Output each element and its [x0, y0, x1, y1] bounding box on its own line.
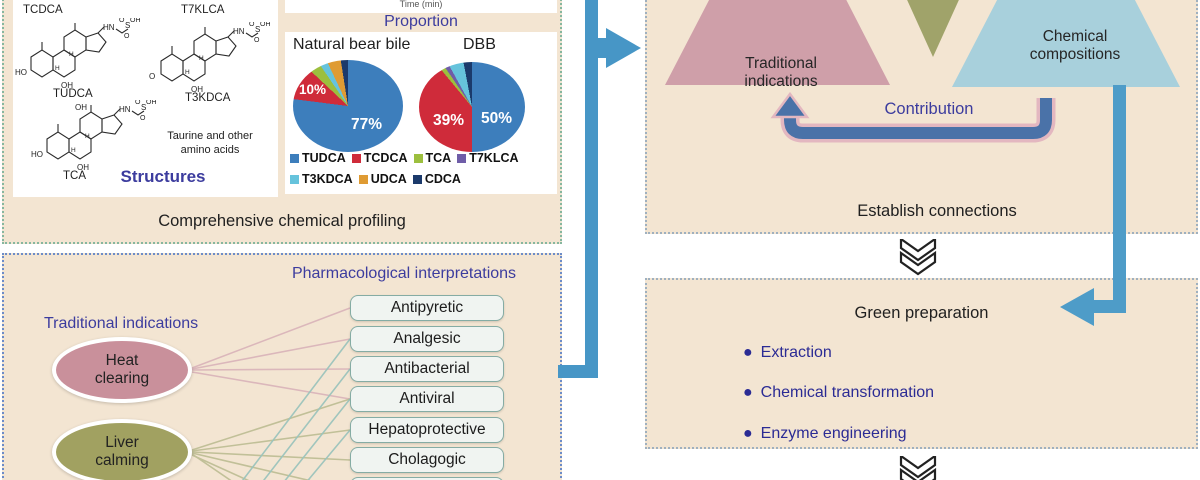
panel-connections: Traditional indications Chemical compositi…: [645, 0, 1198, 234]
svg-text:HN: HN: [103, 23, 115, 32]
svg-text:HO: HO: [31, 150, 43, 159]
structure-tudca: HO OH H H HN S O OH O: [15, 18, 140, 90]
molecule-label-tcdca: TCDCA: [23, 4, 63, 16]
effect-box-analgesic: Analgesic: [350, 326, 504, 352]
legend-swatch-tudca: [290, 153, 299, 163]
establish-connections-label: Establish connections: [857, 202, 1017, 220]
svg-text:HN: HN: [233, 27, 245, 36]
structure-t3kdca: O OH H H HN S O OH O: [149, 22, 270, 94]
svg-text:HN: HN: [119, 105, 131, 114]
legend-swatch-t3kdca: [290, 174, 299, 184]
effect-box-antiviral: Antiviral: [350, 386, 504, 412]
chevron-down-icon: [899, 456, 937, 480]
pie2-title: DBB: [463, 36, 496, 53]
bullet-chemical-transformation: ● Chemical transformation: [743, 384, 935, 401]
effect-box-antibacterial: Antibacterial: [350, 356, 504, 382]
triangle-traditional-indications: [665, 0, 890, 85]
svg-text:OH: OH: [61, 81, 73, 90]
green-preparation-title: Green preparation: [854, 304, 989, 322]
triangle-chemical-compositions: [952, 0, 1180, 87]
time-axis-label: Time (min): [399, 0, 443, 9]
svg-text:O: O: [124, 33, 130, 40]
effect-box-cholagogic: Cholagogic: [350, 447, 504, 473]
legend-swatch-udca: [358, 174, 368, 184]
pie-legend-row-2: T3KDCA UDCA CDCA: [290, 172, 461, 186]
svg-text:O: O: [149, 72, 155, 81]
contribution-arrow: [770, 91, 1056, 143]
svg-text:OH: OH: [191, 85, 203, 94]
connections-graphics: [665, 0, 1180, 143]
molecule-label-tca: TCA: [63, 170, 86, 182]
svg-text:OH: OH: [130, 18, 140, 24]
profiling-caption: Comprehensive chemical profiling: [158, 212, 406, 230]
bullet-enzyme-engineering: ● Enzyme engineering: [743, 425, 907, 442]
triangle-middle: [907, 0, 959, 57]
pie2-tcdca-label: 39%: [433, 112, 465, 129]
panel-pharmacological: Pharmacological interpretations Traditio…: [2, 253, 562, 480]
pie2-tudca-label: 50%: [481, 110, 513, 127]
svg-text:H: H: [85, 133, 90, 140]
svg-text:H: H: [55, 65, 60, 72]
oval-heat-clearing: Heat clearing: [52, 337, 192, 403]
right-flow-arrow: [1060, 85, 1126, 326]
svg-text:O: O: [135, 100, 141, 106]
bullet-extraction: ● Extraction: [743, 344, 832, 361]
legend-swatch-tca: [413, 153, 423, 163]
molecule-label-tudca: TUDCA: [53, 88, 93, 100]
svg-text:S: S: [255, 25, 260, 34]
svg-text:O: O: [119, 18, 125, 24]
chromatogram-axis-strip: Time (min): [285, 0, 557, 13]
triangle1-label: Traditional indications: [744, 55, 818, 90]
pie-natural-bear-bile: 10% 77%: [293, 60, 403, 152]
effect-box-antipyretic: Antipyretic: [350, 295, 504, 321]
contribution-label: Contribution: [884, 100, 974, 118]
svg-text:OH: OH: [77, 163, 89, 172]
svg-text:HO: HO: [15, 68, 27, 77]
pharma-subtitle: Traditional indications: [44, 315, 199, 332]
indication-links: [191, 307, 351, 480]
svg-text:S: S: [125, 21, 130, 30]
svg-text:H: H: [69, 51, 74, 58]
chevron-down-icon: [899, 239, 937, 276]
svg-text:O: O: [140, 115, 146, 122]
pie1-tcdca-label: 10%: [299, 82, 327, 97]
structures-title: Structures: [120, 167, 206, 186]
bullet-dot: ●: [743, 344, 753, 361]
triangle3-label: Chemical compositions: [1029, 28, 1121, 63]
taurine-note: Taurine and other amino acids: [167, 130, 253, 156]
svg-text:OH: OH: [75, 103, 87, 112]
svg-text:OH: OH: [146, 100, 156, 106]
molecule-label-t3kdca: T3KDCA: [185, 92, 231, 104]
effect-box-hepatoprotective: Hepatoprotective: [350, 417, 504, 443]
pie-dbb: 39% 50%: [419, 62, 525, 152]
panel-chemical-profiling: TCDCA T7KLCA HO: [2, 0, 562, 244]
bullet-dot: ●: [743, 425, 753, 442]
proportion-title: Proportion: [384, 13, 458, 30]
svg-text:H: H: [199, 55, 204, 62]
structures-box: TCDCA T7KLCA HO: [13, 0, 278, 197]
svg-text:OH: OH: [260, 22, 270, 28]
svg-text:H: H: [71, 147, 76, 154]
pie1-tudca-label: 77%: [351, 116, 383, 133]
legend-swatch-cdca: [412, 174, 422, 184]
svg-text:O: O: [249, 22, 255, 28]
pie1-title: Natural bear bile: [293, 36, 411, 53]
molecule-label-t7klca: T7KLCA: [181, 4, 225, 16]
left-flow-arrow: [558, 0, 641, 378]
bullet-dot: ●: [743, 384, 753, 401]
structure-tca: HO OH OH H H HN S O OH O: [31, 100, 156, 172]
svg-text:O: O: [254, 37, 260, 44]
pie-legend-row-1: TUDCA TCDCA TCA T7KLCA: [290, 151, 519, 165]
pharma-title: Pharmacological interpretations: [291, 265, 517, 282]
legend-swatch-t7klca: [457, 153, 467, 163]
legend-swatch-tcdca: [351, 153, 361, 163]
pie-chart-box: Natural bear bile DBB 10% 77% 39% 50% TU…: [285, 32, 557, 194]
oval-liver-calming: Liver calming: [52, 419, 192, 480]
svg-text:S: S: [141, 103, 146, 112]
svg-text:H: H: [185, 69, 190, 76]
